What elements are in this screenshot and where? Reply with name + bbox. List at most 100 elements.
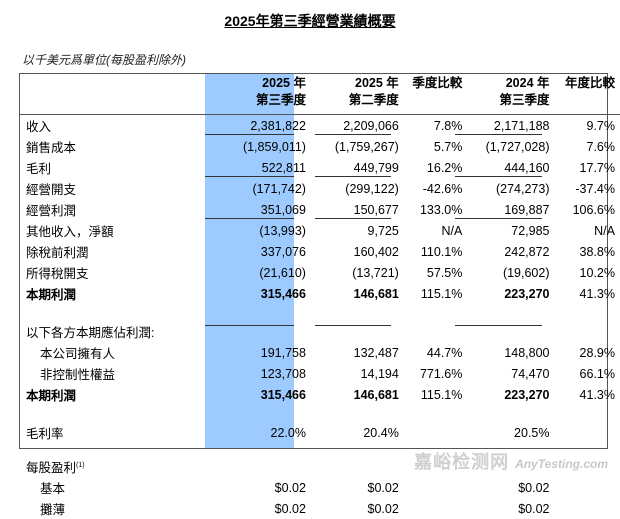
row-label: 銷售成本 <box>20 136 222 157</box>
header-yoy: 年度比較 <box>554 74 620 115</box>
cell-c5 <box>554 422 620 443</box>
cell-c3: 110.1% <box>403 241 467 262</box>
cell-c1: $0.02 <box>222 498 310 519</box>
header-2025q2-quarter: 第二季度 <box>349 93 399 107</box>
cell-c1: (171,742) <box>222 178 310 199</box>
row-label: 非控制性權益 <box>20 363 222 384</box>
cell-c1: 123,708 <box>222 363 310 384</box>
header-2025q2-year: 2025 年 <box>355 76 399 90</box>
spacer-row <box>20 304 620 321</box>
table-row: 攤薄$0.02$0.02$0.02 <box>20 498 620 519</box>
cell-c5: 17.7% <box>554 157 620 178</box>
cell-c5 <box>554 498 620 519</box>
row-label: 其他收入，淨額 <box>20 220 222 241</box>
cell-c3: 44.7% <box>403 342 467 363</box>
cell-c4: $0.02 <box>466 498 553 519</box>
row-label-text: 毛利率 <box>26 427 64 441</box>
cell-c2: 146,681 <box>310 283 403 304</box>
cell-c2: (13,721) <box>310 262 403 283</box>
cell-c2: 20.4% <box>310 422 403 443</box>
cell-c1: 351,069 <box>222 199 310 220</box>
row-label: 經營利潤 <box>20 199 222 220</box>
underline-c4-c <box>455 218 542 219</box>
cell-c2: 150,677 <box>310 199 403 220</box>
header-qoq: 季度比較 <box>403 74 467 115</box>
cell-c5: N/A <box>554 220 620 241</box>
cell-c5: 106.6% <box>554 199 620 220</box>
table-row: 銷售成本(1,859,011)(1,759,267)5.7%(1,727,028… <box>20 136 620 157</box>
underline-c2-d <box>315 325 391 326</box>
cell-c5: 10.2% <box>554 262 620 283</box>
cell-c3: N/A <box>403 220 467 241</box>
cell-c4: 2,171,188 <box>466 115 553 137</box>
underline-c4-a <box>455 134 542 135</box>
cell-c4: 148,800 <box>466 342 553 363</box>
row-label-text: 本期利潤 <box>26 389 76 403</box>
cell-c3: 115.1% <box>403 283 467 304</box>
row-label-text: 每股盈利 <box>26 461 76 475</box>
row-label-text: 攤薄 <box>40 503 65 517</box>
row-label: 本公司擁有人 <box>20 342 222 363</box>
table-row: 基本$0.02$0.02$0.02 <box>20 477 620 498</box>
row-label: 以下各方本期應佔利潤: <box>20 321 222 342</box>
cell-c5 <box>554 477 620 498</box>
cell-c1: (21,610) <box>222 262 310 283</box>
cell-c2 <box>310 456 403 477</box>
cell-c4: 169,887 <box>466 199 553 220</box>
cell-c1: $0.02 <box>222 477 310 498</box>
cell-c5: 28.9% <box>554 342 620 363</box>
page-title: 2025年第三季經營業績概要 <box>0 11 620 31</box>
row-label: 基本 <box>20 477 222 498</box>
cell-c3 <box>403 456 467 477</box>
cell-c4: (274,273) <box>466 178 553 199</box>
results-table: 2025 年第三季度 2025 年第二季度 季度比較 2024 年第三季度 年度… <box>20 74 620 519</box>
cell-c5 <box>554 321 620 342</box>
cell-c1: 191,758 <box>222 342 310 363</box>
cell-c3: -42.6% <box>403 178 467 199</box>
underline-c1-a <box>205 134 294 135</box>
cell-c5: 41.3% <box>554 283 620 304</box>
header-2025q3-quarter: 第三季度 <box>256 93 306 107</box>
cell-c3: 7.8% <box>403 115 467 137</box>
cell-c3 <box>403 422 467 443</box>
cell-c2: 14,194 <box>310 363 403 384</box>
row-label: 本期利潤 <box>20 283 222 304</box>
cell-c4 <box>466 456 553 477</box>
underline-c1-d <box>205 325 294 326</box>
row-label: 毛利率 <box>20 422 222 443</box>
cell-c3: 133.0% <box>403 199 467 220</box>
cell-c4: 242,872 <box>466 241 553 262</box>
cell-c4: 20.5% <box>466 422 553 443</box>
cell-c2: 449,799 <box>310 157 403 178</box>
cell-c2: (299,122) <box>310 178 403 199</box>
cell-c3: 57.5% <box>403 262 467 283</box>
cell-c1: (13,993) <box>222 220 310 241</box>
cell-c1: 315,466 <box>222 283 310 304</box>
cell-c4: 444,160 <box>466 157 553 178</box>
cell-c5: 7.6% <box>554 136 620 157</box>
table-row: 所得稅開支(21,610)(13,721)57.5%(19,602)10.2% <box>20 262 620 283</box>
row-label-text: 經營開支 <box>26 183 76 197</box>
cell-c3: 16.2% <box>403 157 467 178</box>
cell-c1: 315,466 <box>222 384 310 405</box>
cell-c4: 223,270 <box>466 283 553 304</box>
spacer-row <box>20 443 620 456</box>
row-label-text: 以下各方本期應佔利潤: <box>26 326 154 340</box>
cell-c5: -37.4% <box>554 178 620 199</box>
row-label-text: 收入 <box>26 120 51 134</box>
cell-c4: (1,727,028) <box>466 136 553 157</box>
cell-c5: 66.1% <box>554 363 620 384</box>
cell-c2: 146,681 <box>310 384 403 405</box>
table-row: 經營開支 (171,742)(299,122)-42.6%(274,273)-37… <box>20 178 620 199</box>
underline-c4-d <box>455 325 542 326</box>
cell-c5: 9.7% <box>554 115 620 137</box>
underline-c2-c <box>315 218 391 219</box>
row-label-text: 本公司擁有人 <box>40 347 115 361</box>
table-row: 每股盈利(1) <box>20 456 620 477</box>
cell-c2: 2,209,066 <box>310 115 403 137</box>
